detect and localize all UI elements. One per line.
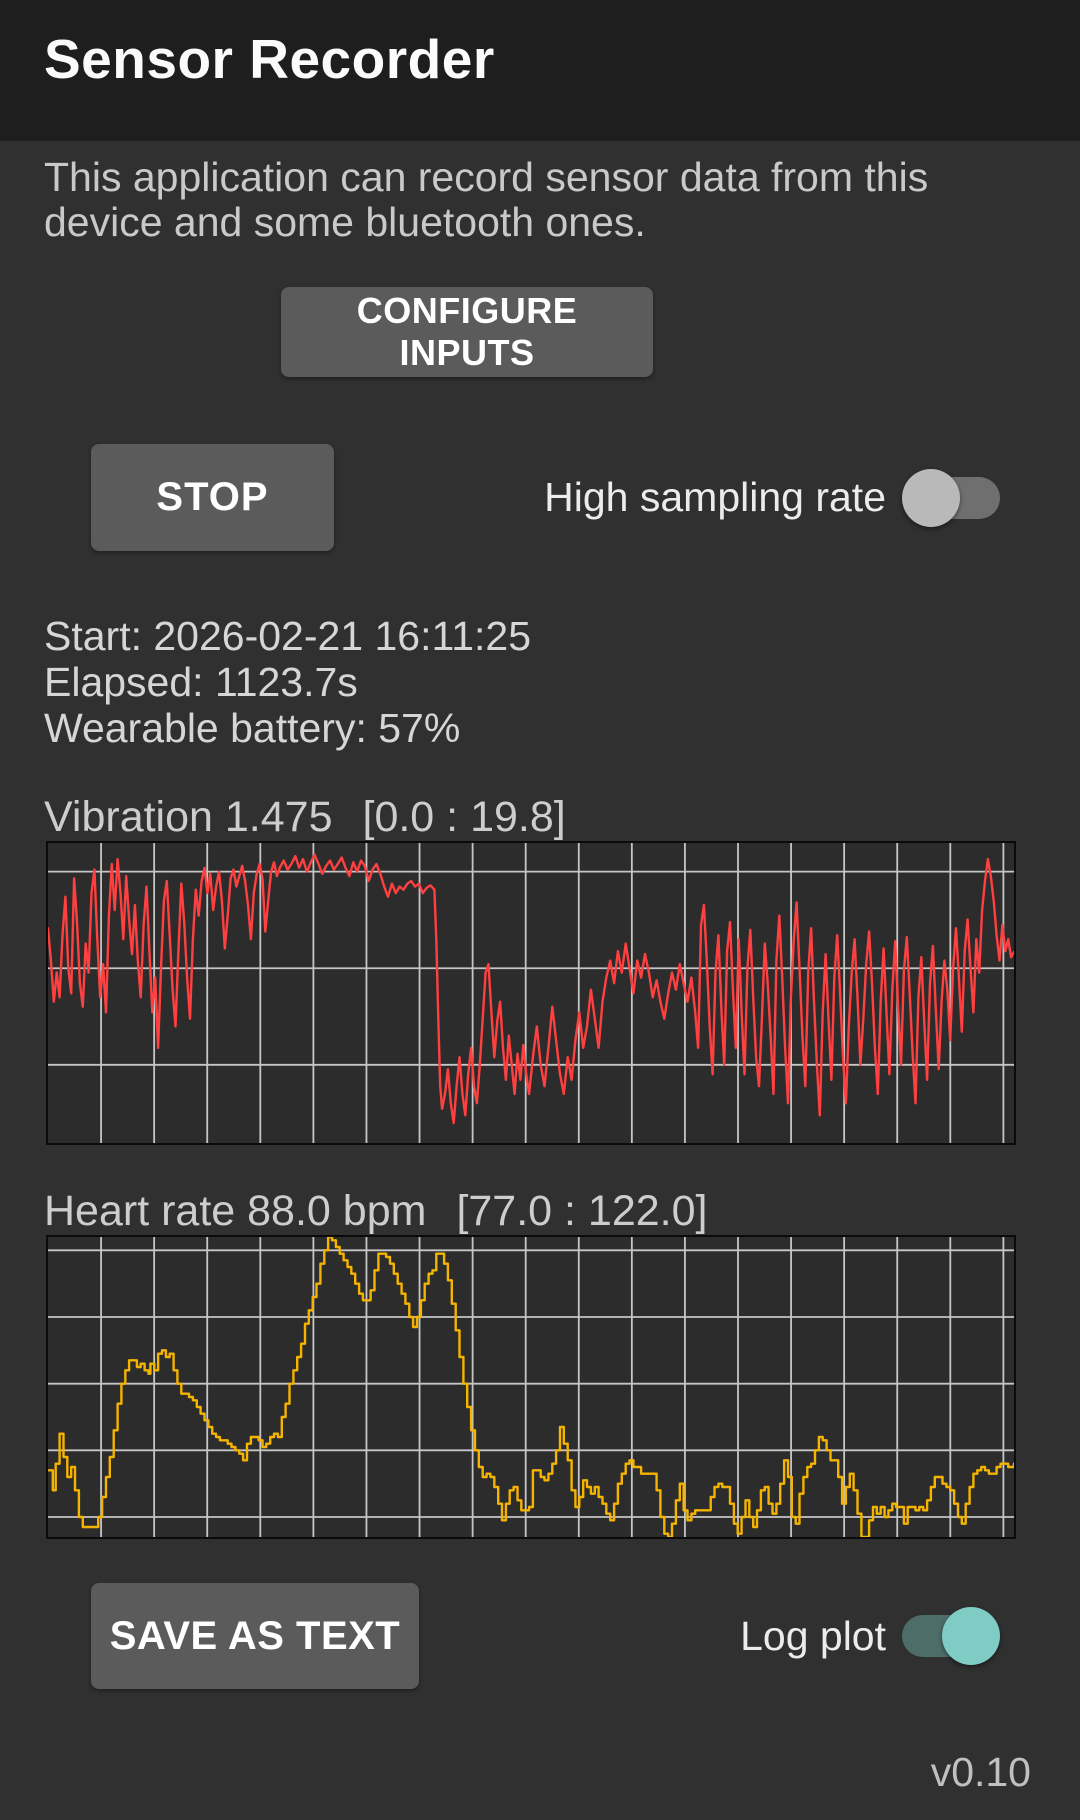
vibration-chart (46, 841, 1016, 1145)
vibration-title-text: Vibration 1.475 (44, 793, 333, 841)
description-line-1: This application can record sensor data … (44, 154, 929, 200)
vibration-range-label: [0.0 : 19.8] (362, 793, 566, 841)
status-block: Start: 2026-02-21 16:11:25 Elapsed: 1123… (44, 613, 1036, 751)
status-start: Start: 2026-02-21 16:11:25 (44, 613, 532, 659)
heart-rate-range-label: [77.0 : 122.0] (456, 1187, 708, 1235)
vibration-chart-title: Vibration 1.475 [0.0 : 19.8] (44, 793, 1036, 841)
save-controls-row: SAVE AS TEXT Log plot (44, 1583, 1036, 1689)
main-content: This application can record sensor data … (0, 155, 1080, 1796)
version-label: v0.10 (930, 1749, 1031, 1795)
heart-rate-chart (46, 1235, 1016, 1539)
switch-thumb (942, 1607, 1000, 1665)
switch-thumb (902, 468, 960, 527)
app-description: This application can record sensor data … (44, 155, 1036, 245)
vibration-line-plot (48, 843, 1014, 1143)
description-line-2: device and some bluetooth ones. (44, 199, 646, 245)
high-sampling-rate-group: High sampling rate (544, 468, 1000, 527)
recording-controls-row: STOP High sampling rate (44, 444, 1036, 551)
heart-rate-line-plot (48, 1237, 1014, 1537)
app-title: Sensor Recorder (44, 27, 495, 90)
app-header: Sensor Recorder (0, 0, 1080, 141)
log-plot-label: Log plot (740, 1612, 886, 1659)
log-plot-switch[interactable] (902, 1607, 1000, 1665)
configure-inputs-button[interactable]: CONFIGURE INPUTS (281, 287, 653, 377)
heart-rate-title-text: Heart rate 88.0 bpm (44, 1187, 427, 1235)
status-elapsed: Elapsed: 1123.7s (44, 659, 358, 705)
stop-button[interactable]: STOP (91, 444, 334, 551)
log-plot-group: Log plot (740, 1607, 1000, 1665)
save-as-text-button[interactable]: SAVE AS TEXT (91, 1583, 419, 1689)
heart-rate-chart-title: Heart rate 88.0 bpm [77.0 : 122.0] (44, 1187, 1036, 1235)
high-sampling-rate-label: High sampling rate (544, 474, 886, 520)
status-wearable-battery: Wearable battery: 57% (44, 705, 461, 751)
high-sampling-rate-switch[interactable] (902, 468, 1000, 527)
